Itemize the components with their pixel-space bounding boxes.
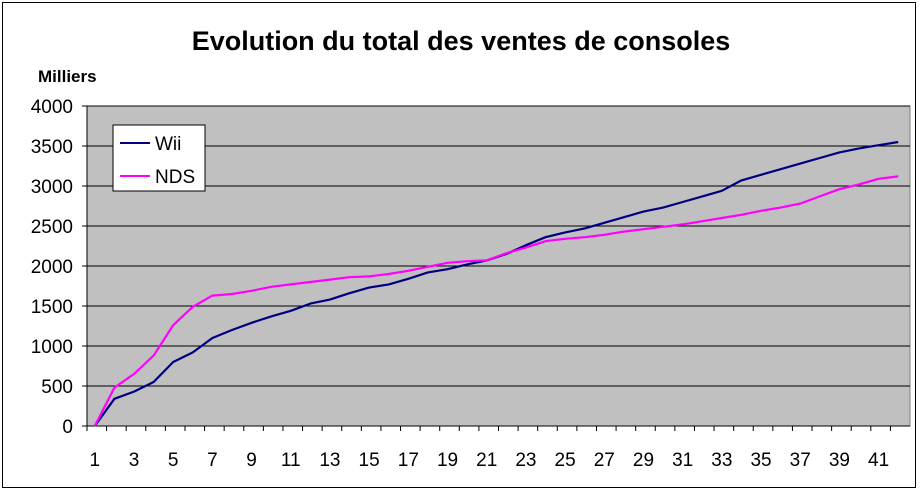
x-tick-label: 13	[319, 450, 340, 471]
y-tick-label: 3000	[31, 177, 73, 198]
x-tick-label: 11	[281, 450, 301, 471]
x-tick-label: 33	[711, 450, 732, 471]
x-tick-label: 37	[790, 450, 811, 471]
x-axis-ticks: 1 3 5 7 9 11 13 15 17 19 21 23 25 27 29 31 33 35 37 39 41	[86, 426, 891, 471]
series-lines	[93, 140, 899, 427]
y-tick-label: 2500	[31, 217, 73, 238]
x-tick-label: 31	[672, 450, 693, 471]
series-line-nds	[93, 175, 899, 427]
x-tick-label: 25	[555, 450, 576, 471]
y-tick-label: 1500	[31, 297, 73, 318]
legend-label-nds: NDS	[155, 167, 195, 188]
x-tick-label: 5	[168, 450, 179, 471]
x-tick-label: 17	[398, 450, 419, 471]
x-tick-label: 1	[90, 450, 101, 471]
chart-title: Evolution du total des ventes de console…	[192, 26, 731, 56]
x-tick-label: 29	[633, 450, 654, 471]
legend: Wii NDS	[112, 124, 206, 192]
x-tick-label: 35	[750, 450, 771, 471]
y-tick-label: 3500	[31, 137, 73, 158]
y-tick-label: 500	[41, 377, 73, 398]
x-tick-label: 41	[868, 450, 889, 471]
y-tick-label: 1000	[31, 337, 73, 358]
x-tick-label: 27	[594, 450, 615, 471]
y-tick-label: 2000	[31, 257, 73, 278]
x-tick-label: 3	[129, 450, 140, 471]
y-axis-ticks: 0 500 1000 1500 2000 2500 3000 3500 4000	[31, 97, 87, 438]
x-tick-label: 39	[829, 450, 850, 471]
x-tick-label: 19	[437, 450, 458, 471]
x-tick-label: 15	[359, 450, 380, 471]
x-tick-label: 7	[207, 450, 218, 471]
y-tick-label: 0	[62, 417, 73, 438]
y-axis-unit-label: Milliers	[38, 67, 97, 86]
legend-label-wii: Wii	[155, 134, 181, 155]
x-tick-label: 9	[246, 450, 257, 471]
legend-box	[112, 124, 206, 192]
y-tick-label: 4000	[31, 97, 73, 118]
x-tick-label: 23	[515, 450, 536, 471]
x-tick-label: 21	[476, 450, 497, 471]
